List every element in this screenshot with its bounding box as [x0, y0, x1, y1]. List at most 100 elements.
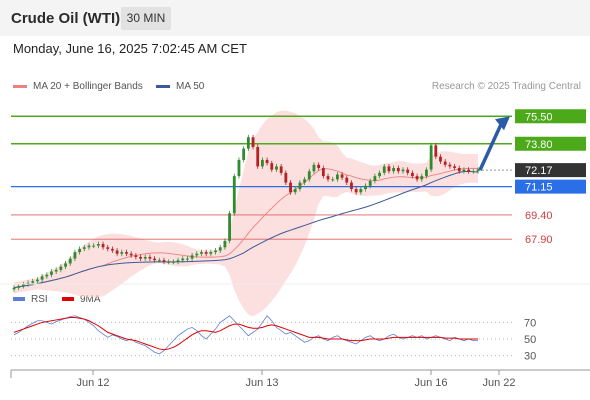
- candle: [232, 173, 236, 216]
- legend-bollinger-label: MA 20 + Bollinger Bands: [33, 81, 143, 92]
- candle: [425, 167, 428, 179]
- candle: [401, 167, 405, 174]
- candle: [181, 256, 185, 263]
- candle-body: [214, 250, 217, 253]
- candle-body: [321, 168, 325, 177]
- rsi-line: [13, 315, 478, 355]
- candle-body: [275, 166, 278, 170]
- candle: [59, 264, 63, 273]
- candle: [36, 277, 39, 284]
- candle: [73, 249, 77, 262]
- candle: [392, 165, 396, 174]
- candle-body: [415, 176, 419, 180]
- candle: [279, 163, 283, 176]
- candle-body: [162, 260, 166, 262]
- candle-body: [167, 261, 171, 263]
- ma50-swatch: [156, 84, 170, 88]
- candle-body: [101, 244, 105, 248]
- candle-body: [396, 168, 400, 172]
- chart-header: Crude Oil (WTI) 30 MIN: [0, 0, 590, 36]
- candle-body: [87, 245, 91, 248]
- candle-body: [181, 258, 185, 261]
- candle-body: [420, 176, 424, 180]
- candle-body: [50, 271, 53, 275]
- level-label-75.50: 75.50: [515, 109, 586, 124]
- candle: [40, 273, 44, 283]
- candle-body: [232, 176, 236, 214]
- candle: [50, 269, 53, 278]
- candle-body: [326, 176, 330, 180]
- candle: [303, 176, 306, 185]
- level-label-text: 69.40: [525, 210, 553, 222]
- candle: [204, 249, 208, 257]
- candle: [12, 285, 16, 292]
- candle-body: [148, 256, 152, 259]
- rsi-swatch: [13, 297, 25, 302]
- candle: [45, 272, 49, 279]
- candle-body: [270, 163, 274, 170]
- candle: [321, 165, 325, 179]
- candle-body: [260, 159, 264, 167]
- candle: [200, 249, 203, 257]
- candle: [167, 259, 171, 265]
- timestamp: Monday, June 16, 2025 7:02:45 AM CET: [13, 41, 247, 56]
- bollinger-swatch: [13, 84, 27, 88]
- candle-body: [265, 159, 269, 164]
- candle: [157, 257, 161, 263]
- candle: [471, 168, 475, 174]
- candle-body: [312, 164, 316, 172]
- candle: [429, 142, 433, 173]
- candle: [186, 256, 189, 262]
- candle: [406, 167, 410, 176]
- candle: [176, 257, 180, 265]
- candle: [54, 267, 58, 274]
- candle: [68, 256, 72, 266]
- candle-body: [186, 258, 189, 260]
- candle: [457, 165, 461, 174]
- candle: [251, 134, 255, 150]
- candle: [396, 165, 400, 174]
- candle: [256, 144, 260, 169]
- candle-body: [457, 168, 461, 172]
- candle-body: [340, 174, 344, 178]
- ma50-line: [13, 170, 479, 289]
- legend-ma9: 9MA: [62, 294, 101, 305]
- candle-body: [406, 169, 410, 173]
- candle-body: [331, 179, 335, 181]
- level-label-71.15: 71.15: [515, 179, 586, 194]
- ma9-swatch: [62, 297, 74, 302]
- candle-body: [256, 146, 260, 167]
- level-label-73.80: 73.80: [515, 136, 586, 151]
- legend-bollinger: MA 20 + Bollinger Bands: [13, 81, 143, 92]
- candle-body: [45, 274, 49, 277]
- candle-body: [153, 258, 157, 261]
- candle-body: [410, 172, 414, 177]
- legend-rsi: RSI: [13, 294, 48, 305]
- timeframe-button[interactable]: 30 MIN: [121, 7, 171, 30]
- candle-body: [171, 261, 175, 263]
- candle-body: [68, 258, 72, 264]
- level-label-72.17: 72.17: [515, 163, 586, 178]
- level-label-text: 73.80: [525, 139, 553, 151]
- legend-ma50: MA 50: [156, 81, 204, 92]
- candle-body: [73, 252, 77, 259]
- candle: [115, 248, 119, 257]
- candle-body: [382, 166, 386, 173]
- candle: [143, 254, 147, 262]
- candle: [340, 172, 344, 181]
- candle-body: [471, 171, 475, 173]
- candle-body: [387, 166, 391, 172]
- candle-body: [335, 174, 339, 180]
- candle-body: [392, 168, 396, 172]
- candle-body: [40, 276, 44, 280]
- candle: [96, 241, 100, 249]
- candle: [171, 259, 175, 265]
- candle: [275, 163, 278, 173]
- candle-body: [139, 256, 142, 259]
- candle-body: [448, 164, 452, 167]
- candle-body: [317, 164, 321, 169]
- candle: [350, 180, 353, 192]
- level-label-69.40: 69.40: [525, 210, 553, 222]
- candle: [17, 283, 21, 291]
